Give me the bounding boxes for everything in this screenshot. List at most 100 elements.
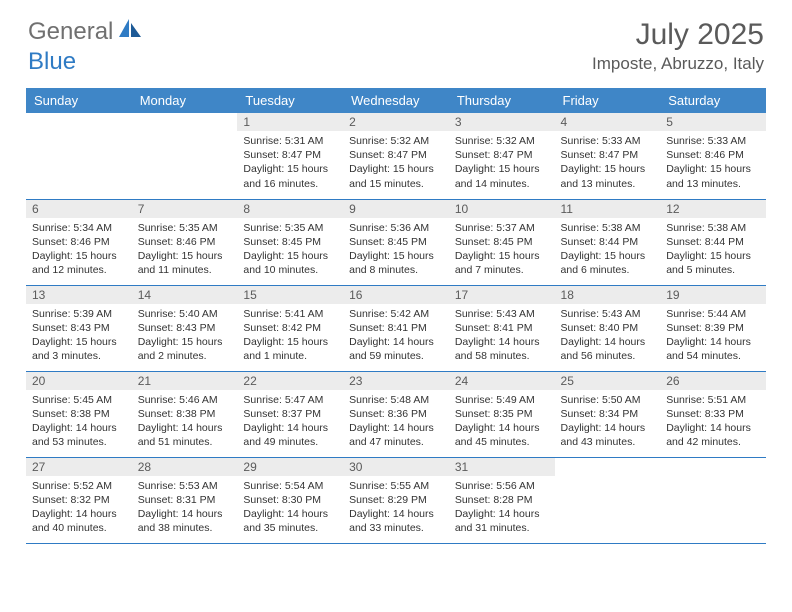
- day-content: Sunrise: 5:40 AMSunset: 8:43 PMDaylight:…: [132, 304, 238, 368]
- day-content: Sunrise: 5:42 AMSunset: 8:41 PMDaylight:…: [343, 304, 449, 368]
- day-number: 13: [26, 286, 132, 304]
- calendar-day-cell: 12Sunrise: 5:38 AMSunset: 8:44 PMDayligh…: [660, 199, 766, 285]
- day-number: 29: [237, 458, 343, 476]
- day-content: Sunrise: 5:55 AMSunset: 8:29 PMDaylight:…: [343, 476, 449, 540]
- calendar-day-cell: 10Sunrise: 5:37 AMSunset: 8:45 PMDayligh…: [449, 199, 555, 285]
- day-content: Sunrise: 5:47 AMSunset: 8:37 PMDaylight:…: [237, 390, 343, 454]
- calendar-week-row: 1Sunrise: 5:31 AMSunset: 8:47 PMDaylight…: [26, 113, 766, 199]
- day-number: 12: [660, 200, 766, 218]
- calendar-day-cell: [555, 457, 661, 543]
- calendar-day-cell: 29Sunrise: 5:54 AMSunset: 8:30 PMDayligh…: [237, 457, 343, 543]
- day-number: 7: [132, 200, 238, 218]
- day-number: 31: [449, 458, 555, 476]
- calendar-day-cell: 26Sunrise: 5:51 AMSunset: 8:33 PMDayligh…: [660, 371, 766, 457]
- brand-text-general: General: [28, 18, 113, 46]
- day-content: Sunrise: 5:36 AMSunset: 8:45 PMDaylight:…: [343, 218, 449, 282]
- calendar-week-row: 6Sunrise: 5:34 AMSunset: 8:46 PMDaylight…: [26, 199, 766, 285]
- day-number: 11: [555, 200, 661, 218]
- calendar-week-row: 13Sunrise: 5:39 AMSunset: 8:43 PMDayligh…: [26, 285, 766, 371]
- day-content: Sunrise: 5:43 AMSunset: 8:41 PMDaylight:…: [449, 304, 555, 368]
- day-content: Sunrise: 5:41 AMSunset: 8:42 PMDaylight:…: [237, 304, 343, 368]
- day-content: Sunrise: 5:49 AMSunset: 8:35 PMDaylight:…: [449, 390, 555, 454]
- brand-blue-wrapper: Blue: [28, 48, 76, 76]
- weekday-header: Friday: [555, 88, 661, 113]
- calendar-day-cell: 1Sunrise: 5:31 AMSunset: 8:47 PMDaylight…: [237, 113, 343, 199]
- day-number: 30: [343, 458, 449, 476]
- day-number: 2: [343, 113, 449, 131]
- calendar-day-cell: 30Sunrise: 5:55 AMSunset: 8:29 PMDayligh…: [343, 457, 449, 543]
- calendar-day-cell: 22Sunrise: 5:47 AMSunset: 8:37 PMDayligh…: [237, 371, 343, 457]
- day-number: 26: [660, 372, 766, 390]
- calendar-day-cell: 19Sunrise: 5:44 AMSunset: 8:39 PMDayligh…: [660, 285, 766, 371]
- calendar-week-row: 27Sunrise: 5:52 AMSunset: 8:32 PMDayligh…: [26, 457, 766, 543]
- day-content: Sunrise: 5:38 AMSunset: 8:44 PMDaylight:…: [555, 218, 661, 282]
- day-number: 6: [26, 200, 132, 218]
- calendar-day-cell: 5Sunrise: 5:33 AMSunset: 8:46 PMDaylight…: [660, 113, 766, 199]
- title-block: July 2025 Imposte, Abruzzo, Italy: [592, 18, 764, 74]
- day-content: Sunrise: 5:45 AMSunset: 8:38 PMDaylight:…: [26, 390, 132, 454]
- calendar-day-cell: [26, 113, 132, 199]
- day-content: Sunrise: 5:56 AMSunset: 8:28 PMDaylight:…: [449, 476, 555, 540]
- day-number: 3: [449, 113, 555, 131]
- day-content: Sunrise: 5:43 AMSunset: 8:40 PMDaylight:…: [555, 304, 661, 368]
- day-number: 28: [132, 458, 238, 476]
- calendar-day-cell: 8Sunrise: 5:35 AMSunset: 8:45 PMDaylight…: [237, 199, 343, 285]
- day-content: Sunrise: 5:53 AMSunset: 8:31 PMDaylight:…: [132, 476, 238, 540]
- day-number: 4: [555, 113, 661, 131]
- month-title: July 2025: [592, 18, 764, 52]
- day-content: Sunrise: 5:52 AMSunset: 8:32 PMDaylight:…: [26, 476, 132, 540]
- day-content: Sunrise: 5:46 AMSunset: 8:38 PMDaylight:…: [132, 390, 238, 454]
- day-number: 24: [449, 372, 555, 390]
- calendar-day-cell: 15Sunrise: 5:41 AMSunset: 8:42 PMDayligh…: [237, 285, 343, 371]
- calendar-day-cell: 11Sunrise: 5:38 AMSunset: 8:44 PMDayligh…: [555, 199, 661, 285]
- calendar-day-cell: 2Sunrise: 5:32 AMSunset: 8:47 PMDaylight…: [343, 113, 449, 199]
- day-content: Sunrise: 5:32 AMSunset: 8:47 PMDaylight:…: [343, 131, 449, 195]
- day-number: 1: [237, 113, 343, 131]
- day-number: 15: [237, 286, 343, 304]
- weekday-header: Monday: [132, 88, 238, 113]
- calendar-day-cell: 23Sunrise: 5:48 AMSunset: 8:36 PMDayligh…: [343, 371, 449, 457]
- brand-text-blue: Blue: [28, 48, 76, 75]
- calendar-day-cell: 16Sunrise: 5:42 AMSunset: 8:41 PMDayligh…: [343, 285, 449, 371]
- calendar-body: 1Sunrise: 5:31 AMSunset: 8:47 PMDaylight…: [26, 113, 766, 543]
- day-number: 23: [343, 372, 449, 390]
- day-content: Sunrise: 5:35 AMSunset: 8:46 PMDaylight:…: [132, 218, 238, 282]
- day-content: Sunrise: 5:33 AMSunset: 8:47 PMDaylight:…: [555, 131, 661, 195]
- day-content: Sunrise: 5:33 AMSunset: 8:46 PMDaylight:…: [660, 131, 766, 195]
- day-content: Sunrise: 5:54 AMSunset: 8:30 PMDaylight:…: [237, 476, 343, 540]
- day-number: 25: [555, 372, 661, 390]
- weekday-header: Wednesday: [343, 88, 449, 113]
- calendar-day-cell: [660, 457, 766, 543]
- day-content: Sunrise: 5:34 AMSunset: 8:46 PMDaylight:…: [26, 218, 132, 282]
- calendar-day-cell: 9Sunrise: 5:36 AMSunset: 8:45 PMDaylight…: [343, 199, 449, 285]
- calendar-day-cell: 3Sunrise: 5:32 AMSunset: 8:47 PMDaylight…: [449, 113, 555, 199]
- calendar-day-cell: 31Sunrise: 5:56 AMSunset: 8:28 PMDayligh…: [449, 457, 555, 543]
- calendar-day-cell: 27Sunrise: 5:52 AMSunset: 8:32 PMDayligh…: [26, 457, 132, 543]
- calendar-day-cell: 24Sunrise: 5:49 AMSunset: 8:35 PMDayligh…: [449, 371, 555, 457]
- calendar-day-cell: 21Sunrise: 5:46 AMSunset: 8:38 PMDayligh…: [132, 371, 238, 457]
- day-content: Sunrise: 5:32 AMSunset: 8:47 PMDaylight:…: [449, 131, 555, 195]
- calendar-day-cell: 28Sunrise: 5:53 AMSunset: 8:31 PMDayligh…: [132, 457, 238, 543]
- calendar-table: SundayMondayTuesdayWednesdayThursdayFrid…: [26, 88, 766, 544]
- calendar-day-cell: 25Sunrise: 5:50 AMSunset: 8:34 PMDayligh…: [555, 371, 661, 457]
- day-content: Sunrise: 5:38 AMSunset: 8:44 PMDaylight:…: [660, 218, 766, 282]
- calendar-week-row: 20Sunrise: 5:45 AMSunset: 8:38 PMDayligh…: [26, 371, 766, 457]
- day-number: 9: [343, 200, 449, 218]
- calendar-day-cell: 17Sunrise: 5:43 AMSunset: 8:41 PMDayligh…: [449, 285, 555, 371]
- day-content: Sunrise: 5:48 AMSunset: 8:36 PMDaylight:…: [343, 390, 449, 454]
- header: General July 2025 Imposte, Abruzzo, Ital…: [0, 0, 792, 80]
- day-number: 16: [343, 286, 449, 304]
- day-number: 18: [555, 286, 661, 304]
- weekday-header: Sunday: [26, 88, 132, 113]
- calendar-day-cell: 7Sunrise: 5:35 AMSunset: 8:46 PMDaylight…: [132, 199, 238, 285]
- calendar-day-cell: 4Sunrise: 5:33 AMSunset: 8:47 PMDaylight…: [555, 113, 661, 199]
- day-content: Sunrise: 5:51 AMSunset: 8:33 PMDaylight:…: [660, 390, 766, 454]
- calendar-day-cell: 20Sunrise: 5:45 AMSunset: 8:38 PMDayligh…: [26, 371, 132, 457]
- day-number: 14: [132, 286, 238, 304]
- weekday-header-row: SundayMondayTuesdayWednesdayThursdayFrid…: [26, 88, 766, 113]
- day-number: 20: [26, 372, 132, 390]
- location-text: Imposte, Abruzzo, Italy: [592, 54, 764, 74]
- day-content: Sunrise: 5:31 AMSunset: 8:47 PMDaylight:…: [237, 131, 343, 195]
- weekday-header: Thursday: [449, 88, 555, 113]
- day-number: 8: [237, 200, 343, 218]
